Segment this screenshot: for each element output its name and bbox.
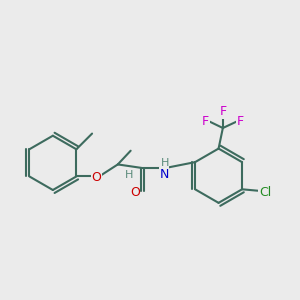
Text: F: F <box>219 105 226 118</box>
Text: F: F <box>202 115 209 128</box>
Text: O: O <box>130 186 140 199</box>
Text: H: H <box>124 170 133 180</box>
Text: N: N <box>159 168 169 181</box>
Text: H: H <box>160 158 169 168</box>
Text: F: F <box>237 115 244 128</box>
Text: O: O <box>92 171 101 184</box>
Text: Cl: Cl <box>259 186 271 199</box>
